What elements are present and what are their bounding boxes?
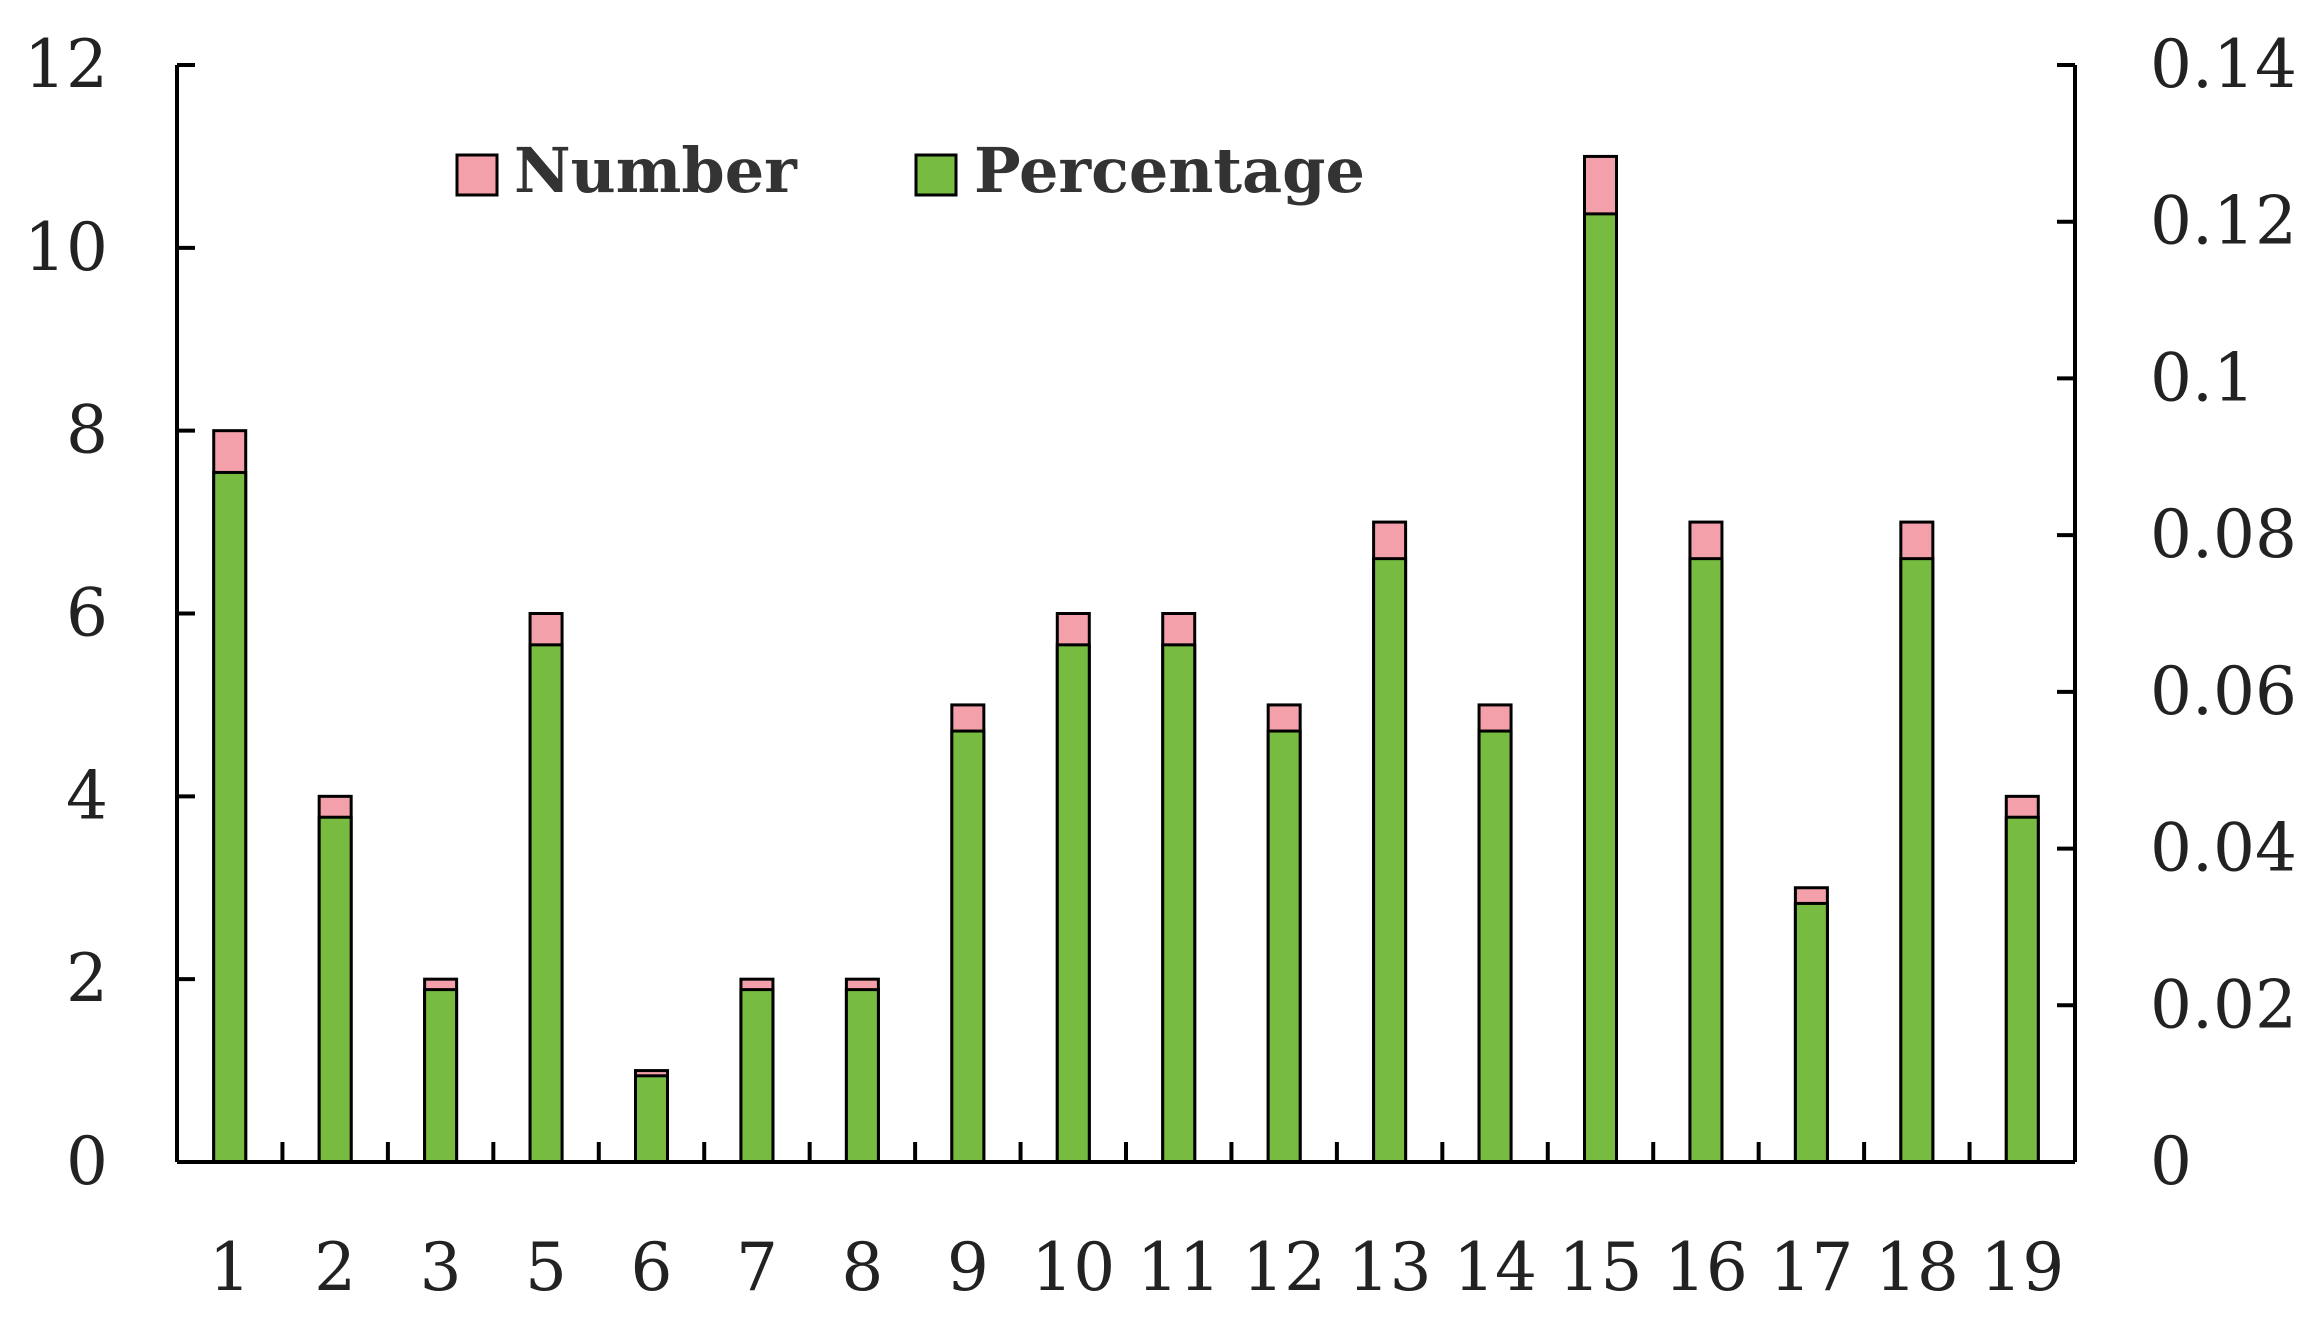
bar-group — [317, 794, 353, 1164]
left-tick-label: 2 — [66, 940, 108, 1017]
bar-group — [528, 612, 564, 1164]
x-tick-label: 19 — [1980, 1229, 2064, 1306]
bar-group — [1055, 612, 1091, 1164]
x-tick-label: 8 — [841, 1229, 883, 1306]
right-tick-label: 0.1 — [2150, 339, 2255, 416]
right-tick-label: 0.14 — [2150, 26, 2297, 103]
right-tick-label: 0.02 — [2150, 966, 2297, 1043]
x-tick-label: 18 — [1875, 1229, 1959, 1306]
legend-item-number: Number — [455, 134, 798, 207]
x-tick-label: 15 — [1559, 1229, 1643, 1306]
bar-group — [844, 977, 880, 1164]
bar-group — [212, 429, 248, 1164]
x-tick-label: 6 — [631, 1229, 673, 1306]
bar-percentage — [317, 815, 353, 1164]
bar-group — [1372, 520, 1408, 1164]
x-tick-label: 13 — [1348, 1229, 1432, 1306]
x-tick-label: 12 — [1242, 1229, 1326, 1306]
bar-percentage — [1583, 212, 1618, 1164]
x-tick-label: 17 — [1769, 1229, 1853, 1306]
right-axis-ticks: 0 0.02 0.04 0.06 0.08 0.1 0.12 0.14 — [2057, 26, 2297, 1200]
bar-percentage — [2004, 815, 2040, 1164]
x-tick-label: 2 — [314, 1229, 356, 1306]
bar-percentage — [1899, 557, 1935, 1164]
bar-group — [1266, 703, 1302, 1164]
legend: Number Percentage — [455, 134, 1365, 207]
left-tick-label: 10 — [24, 209, 108, 286]
left-tick-label: 0 — [66, 1123, 108, 1200]
bar-percentage — [739, 988, 775, 1164]
x-tick-label: 14 — [1453, 1229, 1537, 1306]
bar-percentage — [423, 988, 459, 1164]
x-axis-ticks: 1 2 3 5 6 7 8 9 10 11 12 13 14 15 16 17 18 19 — [209, 1142, 2064, 1306]
x-tick-label: 3 — [420, 1229, 462, 1306]
x-tick-label: 9 — [947, 1229, 989, 1306]
bar-percentage — [1477, 729, 1513, 1164]
legend-swatch-number — [455, 153, 499, 197]
left-tick-label: 6 — [66, 575, 108, 652]
bar-percentage — [1793, 901, 1829, 1164]
bar-percentage — [1055, 643, 1091, 1164]
bar-percentage — [1161, 643, 1197, 1164]
left-axis-ticks: 0 2 4 6 8 10 12 — [24, 26, 195, 1200]
x-tick-label: 10 — [1031, 1229, 1115, 1306]
legend-swatch-percentage — [914, 153, 958, 197]
bar-percentage — [212, 470, 248, 1164]
bar-group — [1477, 703, 1513, 1164]
x-tick-label: 5 — [525, 1229, 567, 1306]
legend-label-percentage: Percentage — [974, 134, 1365, 207]
left-tick-label: 12 — [24, 26, 108, 103]
x-tick-label: 1 — [209, 1229, 251, 1306]
right-tick-label: 0 — [2150, 1123, 2192, 1200]
bar-group — [1583, 154, 1618, 1164]
x-tick-label: 11 — [1137, 1229, 1221, 1306]
bar-percentage — [1688, 557, 1724, 1164]
bar-group — [950, 703, 986, 1164]
bar-group — [1793, 886, 1829, 1164]
right-tick-label: 0.06 — [2150, 653, 2297, 730]
x-tick-label: 7 — [736, 1229, 778, 1306]
bar-percentage — [1266, 729, 1302, 1164]
bar-group — [1161, 612, 1197, 1164]
right-tick-label: 0.04 — [2150, 810, 2297, 887]
bars-layer — [212, 154, 2040, 1164]
left-tick-label: 4 — [66, 757, 108, 834]
right-tick-label: 0.12 — [2150, 183, 2297, 260]
right-tick-label: 0.08 — [2150, 496, 2297, 573]
axes-layer — [175, 65, 2077, 1164]
legend-label-number: Number — [514, 134, 798, 207]
bar-group — [423, 977, 459, 1164]
bar-group — [1688, 520, 1724, 1164]
bar-group — [2004, 794, 2040, 1164]
bar-percentage — [844, 988, 880, 1164]
bar-percentage — [634, 1074, 669, 1164]
left-tick-label: 8 — [66, 392, 108, 469]
bar-group — [1899, 520, 1935, 1164]
bar-percentage — [1372, 557, 1408, 1164]
bar-percentage — [950, 729, 986, 1164]
bar-percentage — [528, 643, 564, 1164]
bar-group — [634, 1069, 669, 1164]
bar-group — [739, 977, 775, 1164]
x-tick-label: 16 — [1664, 1229, 1748, 1306]
legend-item-percentage: Percentage — [914, 134, 1365, 207]
